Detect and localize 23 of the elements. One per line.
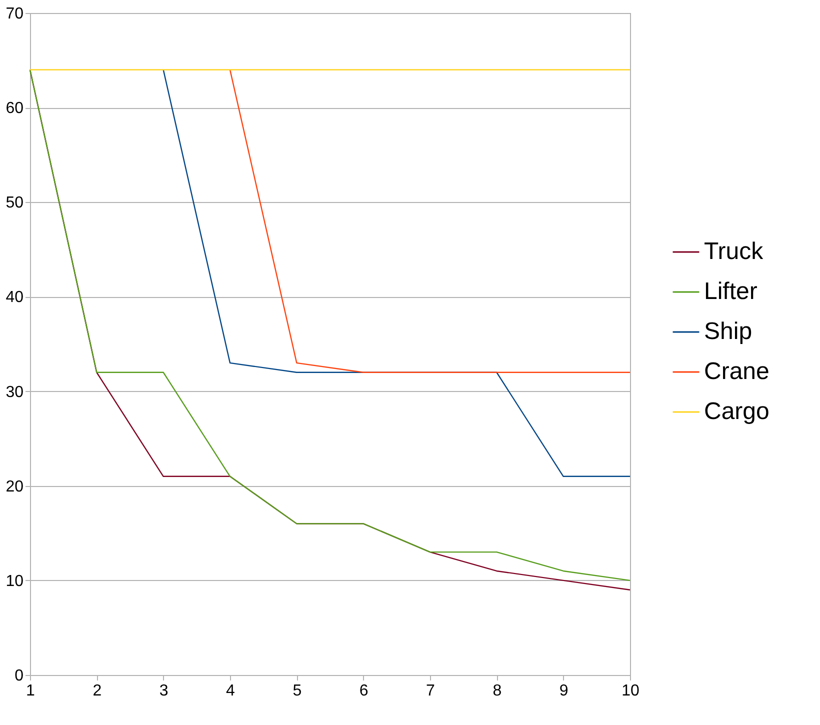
y-tick-label: 20: [6, 478, 24, 496]
x-tick-label: 1: [26, 682, 36, 700]
legend-label: Crane: [704, 358, 770, 385]
legend-label: Lifter: [704, 278, 758, 305]
x-tick-label: 4: [226, 682, 236, 700]
y-tick-label: 50: [6, 194, 24, 212]
y-tick-label: 10: [6, 572, 24, 590]
x-tick-label: 7: [426, 682, 436, 700]
legend-label: Cargo: [704, 398, 770, 425]
y-tick-label: 0: [14, 668, 24, 684]
x-tick-label: 6: [359, 682, 368, 700]
legend-label: Truck: [704, 238, 764, 265]
x-tick-label: 5: [292, 682, 302, 700]
y-tick-label: 60: [6, 100, 24, 118]
x-tick-label: 10: [622, 682, 640, 700]
x-tick-label: 3: [159, 682, 168, 700]
y-tick-label: 30: [6, 384, 24, 401]
x-tick-label: 9: [559, 682, 568, 700]
y-tick-label: 40: [6, 289, 24, 306]
x-tick-label: 2: [92, 682, 102, 700]
y-tick-label: 70: [6, 6, 24, 22]
x-tick-label: 8: [492, 682, 502, 700]
legend-label: Ship: [704, 318, 752, 345]
